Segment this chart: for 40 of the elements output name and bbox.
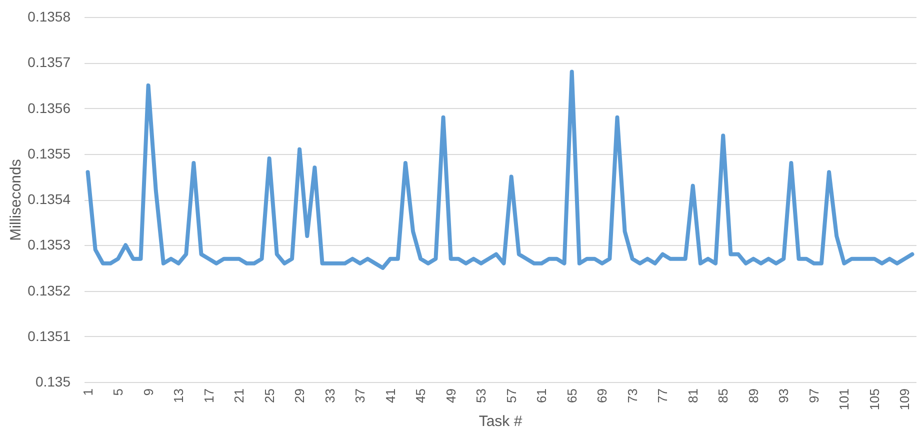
line-series	[86, 70, 914, 270]
x-tick-label: 45	[413, 388, 428, 403]
x-tick-label: 53	[474, 388, 489, 403]
x-tick-label: 49	[443, 388, 458, 403]
x-tick-label: 73	[624, 388, 640, 403]
x-tick-label: 93	[776, 388, 792, 403]
x-tick-label: 5	[110, 388, 126, 396]
y-tick-label: 0.1357	[28, 54, 71, 70]
y-tick-label: 0.1358	[28, 8, 71, 24]
x-tick-label: 17	[201, 388, 216, 403]
x-tick-label: 1	[80, 388, 96, 396]
x-tick-label: 89	[746, 388, 761, 403]
x-tick-label: 109	[897, 388, 912, 410]
x-axis-title: Task #	[478, 413, 523, 430]
x-tick-label: 77	[655, 388, 670, 403]
x-tick-label: 61	[534, 388, 550, 403]
y-tick-label: 0.1356	[28, 100, 71, 116]
x-tick-label: 21	[232, 388, 247, 403]
x-tick-label: 41	[382, 388, 398, 403]
x-tick-label: 37	[352, 388, 368, 403]
y-tick-label: 0.1353	[28, 236, 71, 253]
x-tick-label: 105	[866, 388, 882, 410]
y-tick-label: 0.1354	[28, 191, 71, 207]
x-tick-label: 25	[262, 388, 277, 403]
y-tick-label: 0.135	[35, 374, 71, 390]
x-tick-label: 29	[292, 388, 308, 403]
x-tick-label: 9	[140, 388, 156, 396]
y-axis-title: Milliseconds	[8, 159, 25, 241]
x-tick-label: 101	[836, 388, 852, 410]
x-tick-label: 97	[806, 388, 822, 403]
x-tick-label: 81	[685, 388, 700, 403]
y-tick-label: 0.1352	[28, 282, 71, 298]
x-tick-label: 65	[564, 388, 580, 403]
x-tick-label: 33	[322, 388, 338, 403]
y-tick-label: 0.1355	[28, 145, 71, 162]
y-tick-label: 0.1351	[28, 328, 71, 344]
x-tick-label: 85	[716, 388, 731, 403]
x-tick-label: 13	[171, 388, 186, 403]
x-tick-label: 57	[504, 388, 519, 403]
x-tick-label: 69	[594, 388, 610, 403]
